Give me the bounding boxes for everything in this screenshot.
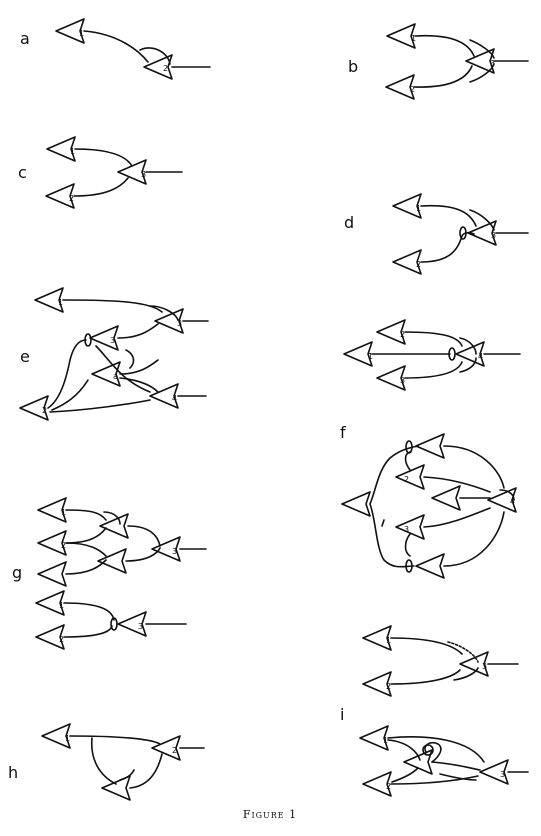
panel-label-a: a bbox=[20, 29, 30, 48]
panel-a: a 1 2 bbox=[20, 18, 211, 80]
neuron-2 bbox=[395, 464, 425, 490]
svg-text:1: 1 bbox=[58, 298, 63, 307]
inhibitory-synapse bbox=[110, 617, 118, 631]
svg-text:2: 2 bbox=[69, 194, 74, 203]
figure-caption: Figure 1 bbox=[243, 808, 297, 821]
panel-e-left: e 1 3 3 a 4 2 bbox=[19, 287, 209, 421]
inhibitory-synapse bbox=[405, 559, 413, 573]
svg-text:2: 2 bbox=[416, 260, 421, 269]
panel-label-c: c bbox=[18, 163, 27, 182]
panel-label-i: i bbox=[340, 705, 344, 724]
svg-text:a: a bbox=[113, 372, 118, 381]
panel-h: h 1 2 bbox=[8, 723, 205, 801]
neuron-3 bbox=[101, 775, 131, 801]
svg-text:1: 1 bbox=[386, 636, 391, 645]
svg-text:3: 3 bbox=[172, 547, 177, 556]
inhibitory-synapse bbox=[448, 347, 456, 361]
svg-text:2: 2 bbox=[386, 682, 391, 691]
neuron-f-input bbox=[341, 491, 371, 517]
panel-label-d: d bbox=[344, 213, 354, 232]
svg-text:1: 1 bbox=[61, 508, 66, 517]
svg-text:1: 1 bbox=[65, 734, 70, 743]
svg-text:2: 2 bbox=[61, 541, 66, 550]
neuron-mid bbox=[431, 485, 461, 511]
svg-text:3: 3 bbox=[500, 770, 505, 779]
svg-text:1: 1 bbox=[368, 352, 373, 361]
svg-text:3: 3 bbox=[490, 59, 495, 68]
neuron-bottom bbox=[415, 553, 445, 579]
neuron-i-mid bbox=[403, 749, 433, 775]
svg-text:2: 2 bbox=[400, 330, 405, 339]
inhibitory-synapse bbox=[459, 226, 467, 240]
svg-text:3: 3 bbox=[177, 319, 182, 328]
svg-text:3: 3 bbox=[491, 231, 496, 240]
svg-text:2: 2 bbox=[42, 406, 47, 415]
panel-label-b: b bbox=[348, 57, 358, 76]
svg-text:1: 1 bbox=[79, 29, 84, 38]
panel-g: g 1 2 3 bbox=[12, 497, 207, 587]
loop-synapse bbox=[422, 744, 434, 756]
svg-text:1: 1 bbox=[416, 204, 421, 213]
neuron-g-left bbox=[37, 561, 67, 587]
panel-b: b 1 3 2 bbox=[348, 23, 529, 100]
neuron-3 bbox=[395, 514, 425, 540]
panel-d: d 1 3 2 bbox=[344, 193, 529, 275]
svg-text:3: 3 bbox=[482, 662, 487, 671]
svg-text:3: 3 bbox=[404, 525, 409, 534]
svg-text:2: 2 bbox=[163, 64, 168, 73]
panel-c: c 1 3 2 bbox=[18, 136, 183, 209]
svg-text:1: 1 bbox=[411, 34, 416, 43]
svg-text:2: 2 bbox=[59, 635, 64, 644]
svg-text:2: 2 bbox=[172, 746, 177, 755]
panel-label-g: g bbox=[12, 563, 22, 582]
panel-label-h: h bbox=[8, 763, 18, 782]
svg-text:2: 2 bbox=[404, 475, 409, 484]
svg-text:1: 1 bbox=[383, 736, 388, 745]
panel-i: i 1 3 2 1 3 2 bbox=[340, 625, 529, 797]
svg-text:4: 4 bbox=[510, 497, 515, 506]
panel-e-right: 2 1 4 3 bbox=[343, 319, 521, 391]
svg-text:3: 3 bbox=[138, 622, 143, 631]
svg-text:3: 3 bbox=[110, 336, 115, 345]
svg-text:3: 3 bbox=[141, 170, 146, 179]
svg-text:1: 1 bbox=[59, 601, 64, 610]
svg-text:1: 1 bbox=[70, 147, 75, 156]
svg-text:2: 2 bbox=[386, 782, 391, 791]
panel-label-f: f bbox=[340, 423, 346, 442]
svg-text:4: 4 bbox=[478, 352, 483, 361]
neuron-top bbox=[415, 433, 445, 459]
svg-text:3: 3 bbox=[400, 376, 405, 385]
panel-label-e: e bbox=[20, 347, 30, 366]
svg-text:2: 2 bbox=[410, 85, 415, 94]
panel-f: f 2 4 3 bbox=[340, 423, 517, 579]
panel-g-second: 1 3 2 bbox=[35, 590, 187, 650]
svg-text:4: 4 bbox=[172, 394, 177, 403]
